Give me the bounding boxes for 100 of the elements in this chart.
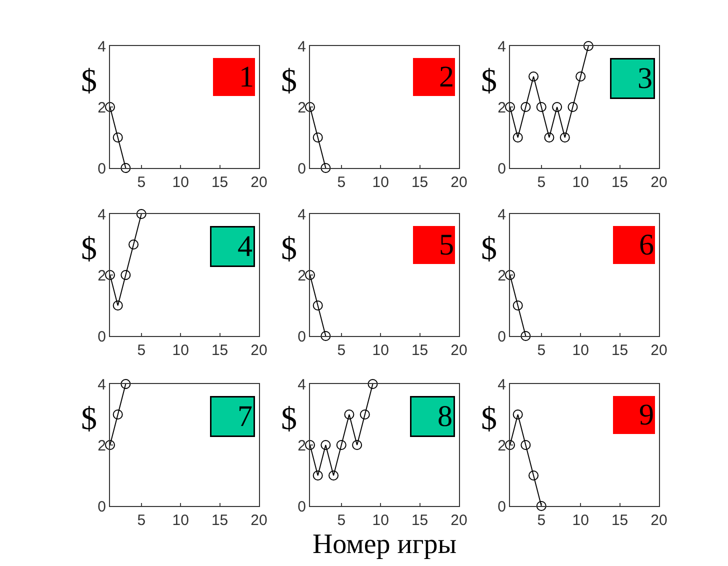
x-tick-label: 20 <box>250 512 268 529</box>
point <box>536 102 546 112</box>
annotation: 3 <box>638 62 652 95</box>
point <box>112 300 123 310</box>
x-tick-label: 15 <box>411 342 428 359</box>
x-tick-label: 10 <box>372 174 389 191</box>
point <box>520 102 531 112</box>
y-tick-label: 4 <box>298 376 306 394</box>
annotation: 1 <box>239 60 254 94</box>
point <box>520 440 531 450</box>
point <box>505 102 515 112</box>
y-axis-title: $ <box>81 400 97 436</box>
point <box>512 300 523 310</box>
point <box>528 72 539 82</box>
y-tick-label: 2 <box>498 99 506 116</box>
point <box>512 410 523 420</box>
annotation: 9 <box>639 398 654 432</box>
point <box>536 501 546 511</box>
point <box>136 209 146 219</box>
point <box>120 163 131 173</box>
x-tick-label: 10 <box>172 174 189 191</box>
y-tick-label: 2 <box>498 437 506 454</box>
x-axis-title: Номер игры <box>312 529 457 560</box>
y-tick-label: 4 <box>298 206 306 224</box>
y-tick-label: 2 <box>298 267 306 284</box>
point <box>320 331 331 341</box>
x-tick-label: 5 <box>137 174 146 191</box>
y-axis-title: $ <box>481 400 497 436</box>
point <box>328 470 339 480</box>
x-tick-label: 15 <box>411 174 428 191</box>
point <box>105 440 115 450</box>
x-tick-label: 20 <box>650 174 668 191</box>
y-tick-label: 0 <box>298 328 306 346</box>
x-tick-label: 20 <box>450 174 468 191</box>
y-tick-label: 2 <box>98 267 106 284</box>
point <box>105 270 115 280</box>
x-tick-label: 20 <box>650 342 668 359</box>
point <box>336 440 346 450</box>
y-axis-title: $ <box>281 400 297 436</box>
y-tick-label: 4 <box>498 206 506 224</box>
y-tick-label: 4 <box>498 376 506 394</box>
point <box>528 470 539 480</box>
y-tick-label: 0 <box>98 328 106 346</box>
x-tick-label: 20 <box>250 342 268 359</box>
point <box>552 102 562 112</box>
x-tick-label: 10 <box>372 512 389 529</box>
point <box>576 72 586 82</box>
point <box>305 440 315 450</box>
annotation: 2 <box>439 60 454 94</box>
point <box>112 410 123 420</box>
x-tick-label: 20 <box>450 512 468 529</box>
point <box>352 440 362 450</box>
point <box>344 410 354 420</box>
x-tick-label: 20 <box>250 174 268 191</box>
y-axis-title: $ <box>81 230 97 266</box>
y-tick-label: 0 <box>298 160 306 178</box>
x-tick-label: 10 <box>572 512 589 529</box>
point <box>568 102 578 112</box>
annotation: 6 <box>639 228 654 262</box>
x-tick-label: 10 <box>572 342 589 359</box>
x-tick-label: 5 <box>337 174 346 191</box>
y-tick-label: 2 <box>498 267 506 284</box>
x-tick-label: 10 <box>572 174 589 191</box>
annotation: 4 <box>238 230 252 263</box>
x-tick-label: 5 <box>137 512 146 529</box>
x-tick-label: 15 <box>611 512 628 529</box>
x-tick-label: 5 <box>337 512 346 529</box>
y-axis-title: $ <box>81 62 97 98</box>
y-tick-label: 2 <box>298 437 306 454</box>
point <box>368 379 378 389</box>
y-tick-label: 4 <box>298 38 306 56</box>
y-tick-label: 4 <box>98 206 106 224</box>
y-tick-label: 0 <box>498 160 506 178</box>
point <box>320 440 331 450</box>
x-tick-label: 5 <box>537 512 546 529</box>
y-tick-label: 4 <box>98 376 106 394</box>
x-tick-label: 10 <box>172 342 189 359</box>
y-tick-label: 4 <box>498 38 506 56</box>
x-tick-label: 5 <box>137 342 146 359</box>
y-tick-label: 2 <box>98 99 106 116</box>
annotation: 8 <box>438 400 452 433</box>
point <box>505 440 515 450</box>
y-tick-label: 0 <box>298 498 306 516</box>
point <box>305 270 315 280</box>
point <box>305 102 315 112</box>
y-tick-label: 0 <box>498 328 506 346</box>
x-tick-label: 15 <box>211 342 228 359</box>
point <box>312 470 323 480</box>
x-tick-label: 20 <box>450 342 468 359</box>
point <box>583 41 594 51</box>
x-tick-label: 10 <box>172 512 189 529</box>
y-axis-title: $ <box>481 230 497 266</box>
point <box>512 132 523 142</box>
y-tick-label: 0 <box>98 160 106 178</box>
point <box>360 410 370 420</box>
point <box>312 132 323 142</box>
y-axis-title: $ <box>281 230 297 266</box>
x-tick-label: 10 <box>372 342 389 359</box>
x-tick-label: 5 <box>537 342 546 359</box>
y-tick-label: 0 <box>498 498 506 516</box>
